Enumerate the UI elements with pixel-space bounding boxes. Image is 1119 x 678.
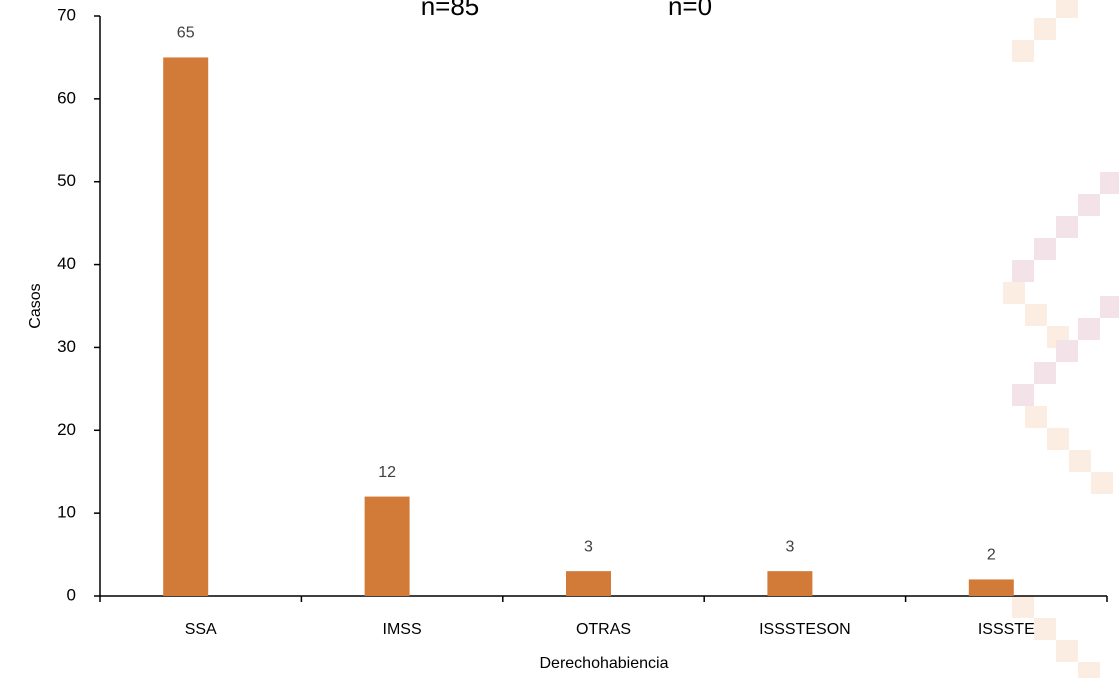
bar (566, 571, 611, 596)
data-label: 2 (987, 547, 996, 564)
bar (163, 57, 209, 596)
x-tick-label: ISSSTESON (759, 621, 851, 638)
annotation: n=0 (668, 0, 712, 21)
y-tick-label: 60 (57, 88, 76, 107)
y-tick-label: 40 (57, 254, 76, 273)
x-tick-label: IMSS (383, 621, 422, 638)
x-tick-label: ISSSTE (978, 621, 1035, 638)
data-label: 65 (177, 25, 195, 42)
y-tick-label: 30 (57, 337, 76, 356)
annotation: n=85 (421, 0, 480, 21)
x-axis-title: Derechohabiencia (540, 655, 669, 672)
y-tick-label: 20 (57, 420, 76, 439)
y-tick-label: 70 (57, 5, 76, 24)
data-label: 12 (378, 464, 396, 481)
y-tick-label: 0 (67, 585, 76, 604)
bar (364, 496, 410, 596)
bar (968, 579, 1014, 596)
bar (767, 571, 813, 596)
data-label: 3 (584, 538, 593, 555)
y-tick-label: 10 (57, 503, 76, 522)
data-label: 3 (785, 538, 794, 555)
y-tick-label: 50 (57, 171, 76, 190)
x-tick-label: SSA (185, 621, 217, 638)
y-axis-title: Casos (27, 283, 44, 328)
x-tick-label: OTRAS (576, 621, 631, 638)
background-pattern (1003, 0, 1119, 678)
